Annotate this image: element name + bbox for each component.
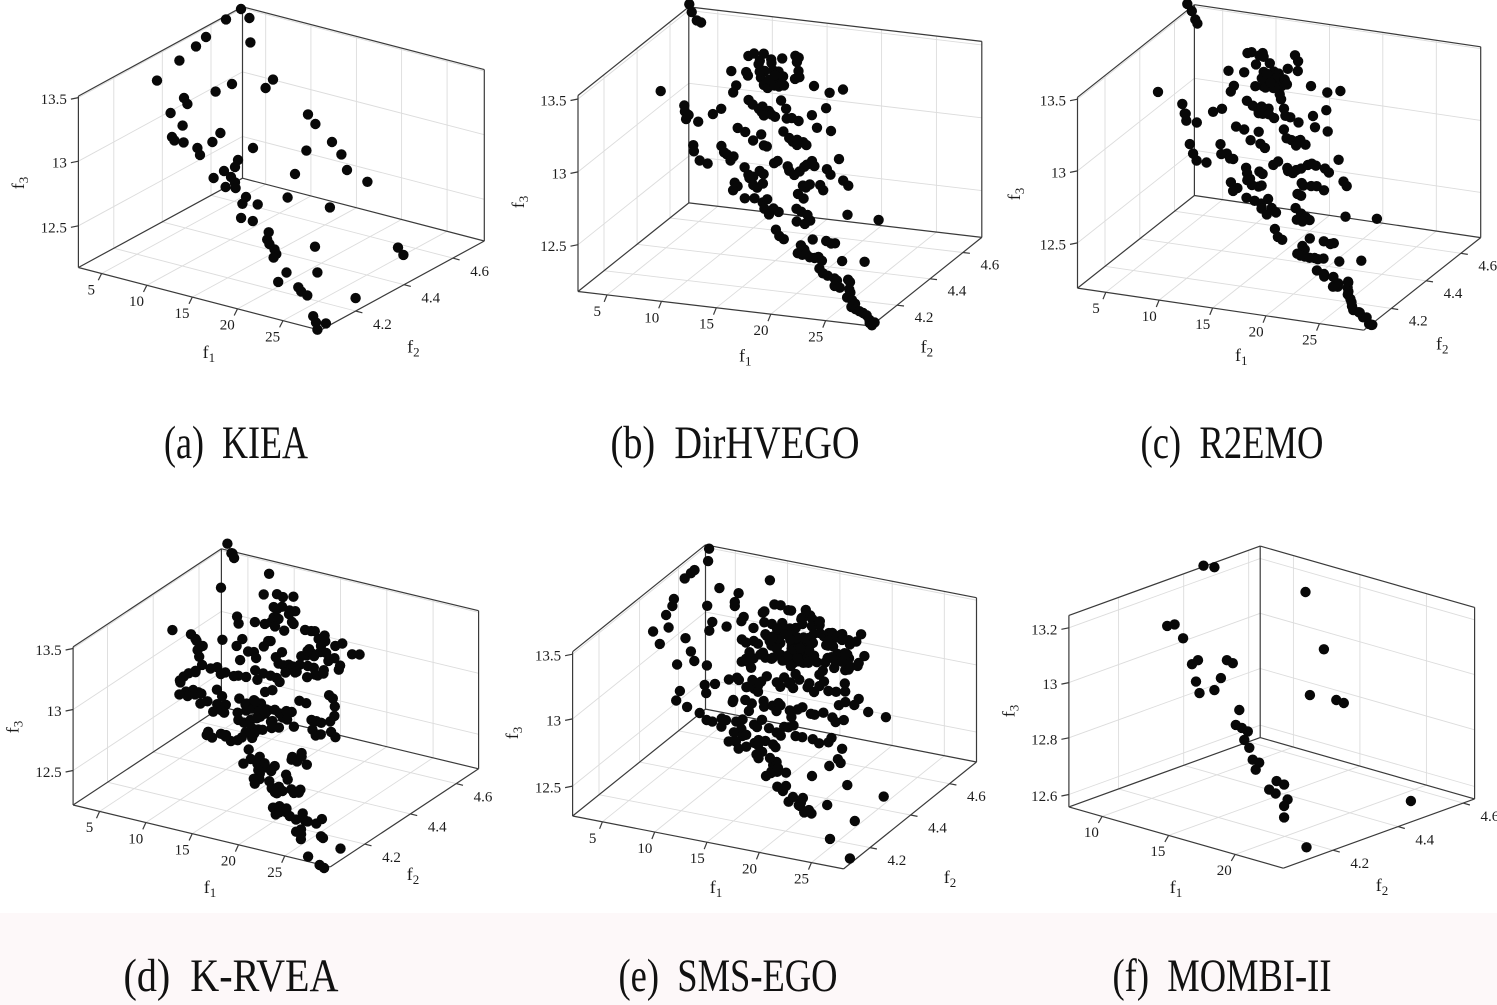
svg-text:4.4: 4.4 — [421, 290, 440, 306]
svg-text:13.5: 13.5 — [540, 94, 566, 110]
svg-text:4.2: 4.2 — [915, 310, 934, 326]
svg-text:15: 15 — [175, 843, 190, 859]
svg-text:20: 20 — [754, 323, 769, 339]
svg-text:4.6: 4.6 — [967, 789, 986, 805]
svg-text:(a) KIEA: (a) KIEA — [164, 417, 308, 469]
svg-text:4.4: 4.4 — [948, 284, 967, 300]
svg-text:10: 10 — [128, 831, 143, 847]
svg-text:4.2: 4.2 — [1409, 314, 1428, 330]
svg-text:15: 15 — [699, 317, 714, 333]
svg-text:(b) DirHVEGO: (b) DirHVEGO — [611, 417, 860, 469]
svg-text:4.6: 4.6 — [981, 257, 1000, 273]
svg-text:12.5: 12.5 — [540, 239, 566, 255]
svg-text:4.6: 4.6 — [1481, 809, 1497, 825]
svg-text:20: 20 — [220, 318, 235, 334]
svg-text:(f) MOMBI-II: (f) MOMBI-II — [1113, 950, 1332, 1002]
svg-text:20: 20 — [742, 861, 757, 877]
svg-text:4.2: 4.2 — [1350, 856, 1369, 872]
svg-text:13: 13 — [1051, 165, 1066, 181]
svg-text:12.5: 12.5 — [1040, 237, 1066, 253]
svg-text:4.2: 4.2 — [373, 317, 392, 333]
svg-text:(c) R2EMO: (c) R2EMO — [1141, 417, 1324, 469]
svg-text:12.5: 12.5 — [35, 765, 61, 781]
svg-text:25: 25 — [794, 872, 809, 888]
svg-text:4.4: 4.4 — [1444, 286, 1463, 302]
svg-text:13.5: 13.5 — [535, 649, 561, 665]
svg-text:4.4: 4.4 — [928, 820, 947, 836]
svg-text:12.6: 12.6 — [1031, 789, 1058, 805]
svg-text:10: 10 — [1084, 825, 1099, 841]
svg-text:13: 13 — [1042, 677, 1057, 693]
svg-text:25: 25 — [267, 865, 282, 881]
svg-text:20: 20 — [1217, 863, 1232, 879]
svg-text:25: 25 — [808, 330, 823, 346]
svg-text:25: 25 — [265, 329, 280, 345]
svg-text:4.2: 4.2 — [382, 850, 401, 866]
svg-text:15: 15 — [1195, 317, 1210, 333]
svg-text:13.2: 13.2 — [1031, 622, 1057, 638]
svg-text:25: 25 — [1302, 333, 1317, 349]
svg-text:10: 10 — [1142, 309, 1157, 325]
svg-text:13: 13 — [52, 156, 67, 172]
svg-text:10: 10 — [644, 310, 659, 326]
svg-text:4.4: 4.4 — [1415, 833, 1434, 849]
svg-text:10: 10 — [637, 841, 652, 857]
svg-text:4.4: 4.4 — [428, 820, 447, 836]
svg-text:15: 15 — [175, 306, 190, 322]
svg-text:13.5: 13.5 — [35, 643, 61, 659]
svg-text:12.5: 12.5 — [535, 781, 561, 797]
svg-text:15: 15 — [690, 851, 705, 867]
svg-text:5: 5 — [589, 831, 597, 847]
svg-text:4.6: 4.6 — [1478, 258, 1497, 274]
svg-text:20: 20 — [1249, 325, 1264, 341]
svg-text:5: 5 — [1092, 301, 1100, 317]
svg-text:(e) SMS-EGO: (e) SMS-EGO — [619, 950, 838, 1002]
svg-text:13.5: 13.5 — [1040, 94, 1066, 110]
svg-text:12.5: 12.5 — [41, 220, 67, 236]
svg-text:10: 10 — [129, 294, 144, 310]
svg-text:20: 20 — [221, 854, 236, 870]
svg-text:13.5: 13.5 — [41, 92, 67, 108]
svg-text:(d) K-RVEA: (d) K-RVEA — [124, 950, 339, 1002]
svg-text:13: 13 — [47, 704, 62, 720]
svg-text:4.6: 4.6 — [474, 789, 493, 805]
svg-text:13: 13 — [546, 713, 561, 729]
svg-text:5: 5 — [593, 304, 601, 320]
svg-text:15: 15 — [1150, 844, 1165, 860]
svg-text:5: 5 — [88, 282, 96, 298]
svg-text:5: 5 — [86, 820, 94, 836]
svg-text:12.8: 12.8 — [1031, 732, 1057, 748]
svg-text:4.6: 4.6 — [470, 264, 489, 280]
svg-text:13: 13 — [552, 166, 567, 182]
svg-text:4.2: 4.2 — [888, 853, 907, 869]
